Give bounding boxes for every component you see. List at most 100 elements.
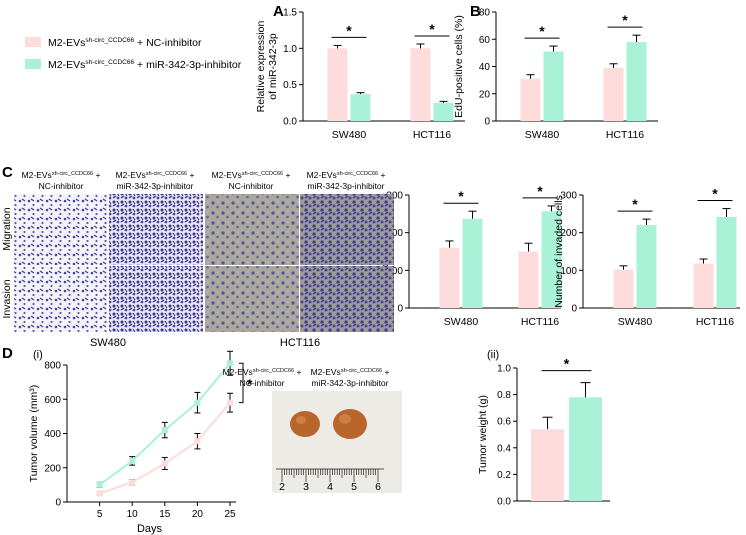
bar: [613, 269, 634, 308]
significance-star: *: [622, 12, 628, 28]
y-tick-label: 200: [44, 463, 61, 474]
panel-d-tumor-photo: M2-EVssh-circ_CCDC66 + NC-inhibitor M2-E…: [223, 367, 402, 493]
data-point: [161, 460, 168, 467]
y-axis-label: Number of invaded cells: [553, 195, 565, 308]
bar: [520, 78, 541, 121]
c-col3-header-line1: M2-EVssh-circ_CCDC66 +: [212, 170, 291, 180]
y-tick-label: 0: [397, 304, 403, 315]
bar: [543, 51, 564, 122]
bar: [541, 211, 562, 308]
significance-star: *: [564, 356, 570, 372]
y-tick-label: 0.5: [283, 80, 297, 91]
data-point: [129, 479, 136, 486]
significance-bracket: [239, 362, 244, 404]
y-tick-label: 0: [484, 117, 490, 128]
x-tick-label: SW480: [444, 316, 479, 328]
panel-label-a: A: [273, 3, 284, 20]
chart-d-tumor-volume: 0 200 400 600 800 5 10 15 20 25 Days Tumor volume (…: [28, 350, 253, 535]
micrograph-sw480-mir-migration: [109, 194, 203, 265]
tumor-nc: [290, 411, 320, 437]
significance-star: *: [632, 196, 638, 212]
ruler: 2 3 4 5 6: [276, 468, 384, 493]
cell-line-label-hct116: HCT116: [280, 337, 320, 349]
y-tick-label: 300: [386, 191, 403, 202]
micrograph-hct116-mir-invasion: [300, 266, 394, 332]
bar: [693, 263, 714, 308]
y-tick-label: 80: [479, 8, 491, 19]
y-tick-label: 0.2: [497, 470, 511, 481]
legend-label-mir: M2-EVssh-circ_CCDC66 + miR-342-3p-inhibi…: [48, 59, 242, 71]
y-tick-label: 200: [386, 228, 403, 239]
c-col3-header-line2: NC-inhibitor: [229, 181, 274, 191]
x-tick-label: 25: [224, 509, 236, 520]
y-tick-label: 0.0: [283, 117, 297, 128]
x-tick-label: 15: [159, 509, 171, 520]
d-photo-label-nc-line2: NC-inhibitor: [240, 378, 285, 388]
d-photo-label-nc-line1: M2-EVssh-circ_CCDC66 +: [223, 367, 302, 377]
y-tick-label: 1.5: [283, 8, 297, 19]
y-tick-label: 0: [55, 498, 61, 509]
ruler-label: 3: [303, 481, 309, 493]
significance-star: *: [247, 376, 253, 392]
data-point: [161, 427, 168, 434]
ruler-label: 4: [327, 481, 333, 493]
bar: [531, 429, 564, 501]
bar: [518, 251, 539, 308]
micrograph-hct116-nc-migration: [205, 194, 299, 265]
data-point: [96, 481, 103, 488]
y-tick-label: 0.0: [497, 497, 511, 508]
significance-star: *: [429, 21, 435, 37]
c-col4-header-line1: M2-EVssh-circ_CCDC66 +: [307, 170, 386, 180]
legend-swatch-nc: [25, 37, 41, 47]
bar: [716, 216, 737, 308]
y-tick-label: 800: [44, 361, 61, 372]
panel-label-d: D: [2, 345, 13, 362]
y-tick-label: 0.4: [497, 443, 511, 454]
ruler-label: 2: [279, 481, 285, 493]
series-line: [99, 402, 231, 495]
y-axis-label-line2: of miR-342-3p: [267, 33, 279, 100]
y-tick-label: 0.6: [497, 417, 511, 428]
y-tick-label: 100: [386, 266, 403, 277]
c-col2-header-line2: miR-342-3p-inhibitor: [116, 181, 193, 191]
c-col1-header-line1: M2-EVssh-circ_CCDC66 +: [22, 170, 101, 180]
micrograph-sw480-mir-invasion: [109, 266, 203, 332]
y-tick-label: 400: [44, 429, 61, 440]
tumor-nc-highlight: [296, 416, 306, 424]
y-axis-label: Tumor weight (g): [477, 395, 489, 474]
ruler-label: 6: [375, 481, 381, 493]
chart-a-mir-expression: 0.0 0.5 1.0 1.5 SW480 * HCT116 * Relative expres…: [255, 8, 465, 141]
micrograph-sw480-nc-migration: [14, 194, 108, 265]
bar: [462, 218, 483, 308]
y-tick-label: 60: [479, 35, 491, 46]
chart-b-edu-positive: 0 20 40 60 80 SW480 * HCT116 * EdU-positive cells…: [453, 8, 658, 141]
y-axis-label: EdU-positive cells (%): [453, 15, 465, 118]
tumor-mir-highlight: [339, 414, 351, 424]
bar: [626, 41, 647, 121]
significance-star: *: [537, 183, 543, 199]
bar: [439, 247, 460, 308]
data-point: [129, 457, 136, 464]
x-tick-label: HCT116: [521, 316, 559, 328]
y-tick-label: 200: [560, 228, 577, 239]
panel-label-d-ii: (ii): [487, 349, 499, 361]
data-point: [194, 399, 201, 406]
x-tick-label: HCT116: [413, 129, 451, 141]
x-tick-label: HCT116: [606, 129, 644, 141]
y-tick-label: 600: [44, 395, 61, 406]
bar: [569, 397, 602, 501]
legend-swatch-mir: [25, 59, 41, 69]
micrograph-hct116-mir-migration: [300, 194, 394, 265]
x-tick-label: SW480: [332, 129, 367, 141]
panel-label-c: C: [2, 164, 13, 181]
bar: [636, 225, 657, 308]
bar: [327, 48, 348, 122]
d-photo-label-mir-line1: M2-EVssh-circ_CCDC66 +: [311, 367, 390, 377]
x-tick-label: HCT116: [696, 316, 734, 328]
significance-star: *: [346, 22, 352, 38]
row-label-invasion: Invasion: [1, 279, 13, 318]
legend: M2-EVssh-circ_CCDC66 + NC-inhibitor M2-E…: [25, 37, 242, 71]
c-col4-header-line2: miR-342-3p-inhibitor: [307, 181, 384, 191]
data-point: [227, 360, 233, 367]
